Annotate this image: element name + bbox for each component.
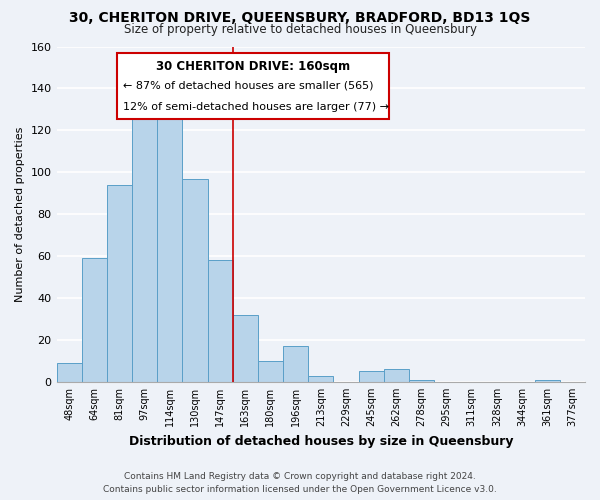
Bar: [233, 315, 258, 382]
Bar: [258, 361, 283, 382]
Bar: [208, 260, 233, 382]
Y-axis label: Number of detached properties: Number of detached properties: [15, 126, 25, 302]
Bar: [283, 346, 308, 382]
X-axis label: Distribution of detached houses by size in Queensbury: Distribution of detached houses by size …: [128, 434, 513, 448]
Bar: [409, 380, 434, 382]
Text: Contains HM Land Registry data © Crown copyright and database right 2024.
Contai: Contains HM Land Registry data © Crown c…: [103, 472, 497, 494]
Bar: [56, 363, 82, 382]
FancyBboxPatch shape: [118, 53, 389, 118]
Bar: [132, 110, 157, 382]
Bar: [308, 376, 334, 382]
Bar: [383, 370, 409, 382]
Text: 12% of semi-detached houses are larger (77) →: 12% of semi-detached houses are larger (…: [122, 102, 389, 112]
Text: ← 87% of detached houses are smaller (565): ← 87% of detached houses are smaller (56…: [122, 81, 373, 91]
Bar: [359, 372, 383, 382]
Bar: [82, 258, 107, 382]
Bar: [182, 178, 208, 382]
Bar: [107, 185, 132, 382]
Text: Size of property relative to detached houses in Queensbury: Size of property relative to detached ho…: [124, 22, 476, 36]
Bar: [157, 108, 182, 382]
Bar: [535, 380, 560, 382]
Text: 30 CHERITON DRIVE: 160sqm: 30 CHERITON DRIVE: 160sqm: [157, 60, 350, 73]
Text: 30, CHERITON DRIVE, QUEENSBURY, BRADFORD, BD13 1QS: 30, CHERITON DRIVE, QUEENSBURY, BRADFORD…: [70, 11, 530, 25]
